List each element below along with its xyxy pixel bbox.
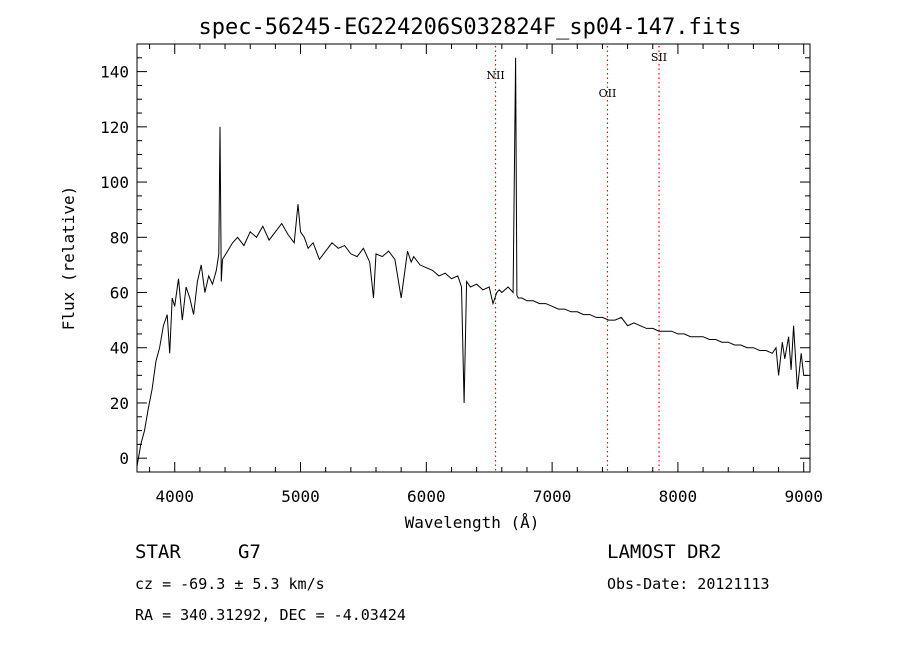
x-tick-label: 6000 bbox=[407, 487, 446, 506]
x-tick-label: 9000 bbox=[784, 487, 823, 506]
spectrum-line bbox=[137, 57, 808, 467]
x-tick-label: 8000 bbox=[659, 487, 698, 506]
spectral-line-markers: NII OII SII bbox=[486, 46, 667, 472]
redshift-velocity: cz = -69.3 ± 5.3 km/s bbox=[135, 575, 325, 593]
x-tick-label: 4000 bbox=[155, 487, 194, 506]
object-subclass: G7 bbox=[238, 541, 261, 563]
spectrum-info: STAR G7 cz = -69.3 ± 5.3 km/s RA = 340.3… bbox=[135, 541, 770, 624]
x-axis-ticks: 4000 5000 6000 7000 8000 9000 bbox=[149, 44, 823, 506]
y-tick-label: 40 bbox=[110, 339, 129, 358]
y-tick-label: 20 bbox=[110, 394, 129, 413]
x-tick-label: 7000 bbox=[533, 487, 572, 506]
y-tick-label: 140 bbox=[100, 63, 129, 82]
spectral-line-label: NII bbox=[486, 69, 504, 82]
observation-date: Obs-Date: 20121113 bbox=[607, 575, 770, 593]
chart-title: spec-56245-EG224206S032824F_sp04-147.fit… bbox=[198, 15, 741, 40]
y-axis-ticks: 0 20 40 60 80 100 120 140 bbox=[100, 57, 810, 468]
spectral-line-label: SII bbox=[651, 51, 667, 64]
coordinates: RA = 340.31292, DEC = -4.03424 bbox=[135, 606, 406, 624]
y-tick-label: 120 bbox=[100, 118, 129, 137]
y-tick-label: 0 bbox=[119, 449, 129, 468]
survey-name: LAMOST DR2 bbox=[607, 541, 721, 563]
y-tick-label: 100 bbox=[100, 173, 129, 192]
plot-frame bbox=[136, 43, 811, 473]
x-axis-label: Wavelength (Å) bbox=[405, 513, 540, 532]
x-tick-label: 5000 bbox=[281, 487, 320, 506]
y-tick-label: 80 bbox=[110, 228, 129, 247]
y-tick-label: 60 bbox=[110, 284, 129, 303]
object-class: STAR bbox=[135, 541, 181, 563]
plot-area: 4000 5000 6000 7000 8000 9000 0 20 40 60 80 100 120… bbox=[100, 43, 823, 506]
spectral-line-label: OII bbox=[599, 87, 617, 100]
y-axis-label: Flux (relative) bbox=[59, 186, 78, 331]
